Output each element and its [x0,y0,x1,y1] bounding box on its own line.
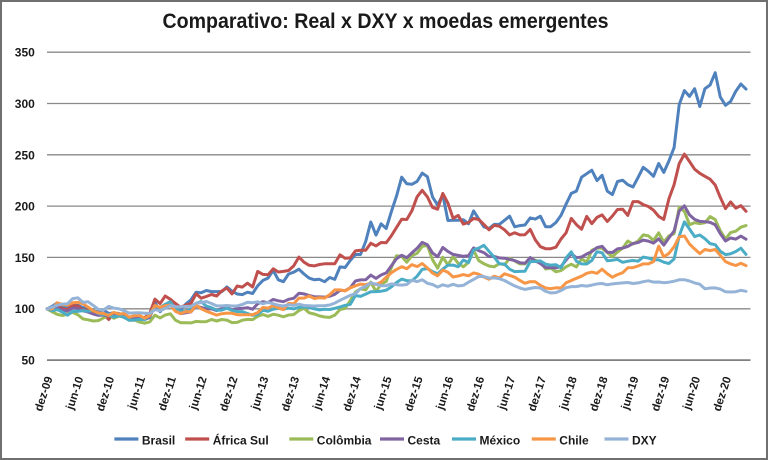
svg-text:Brasil: Brasil [142,433,175,447]
svg-text:50: 50 [21,354,35,368]
svg-text:Cesta: Cesta [408,433,441,447]
svg-text:300: 300 [15,97,35,111]
svg-text:Colômbia: Colômbia [317,433,372,447]
svg-text:200: 200 [15,200,35,214]
svg-text:350: 350 [15,46,35,60]
svg-text:100: 100 [15,302,35,316]
svg-text:México: México [480,433,521,447]
svg-text:Comparativo: Real x DXY x moed: Comparativo: Real x DXY x moedas emergen… [163,10,609,33]
svg-text:250: 250 [15,148,35,162]
svg-text:África Sul: África Sul [213,432,269,447]
svg-text:Chile: Chile [559,433,589,447]
svg-text:DXY: DXY [632,433,657,447]
svg-text:150: 150 [15,251,35,265]
